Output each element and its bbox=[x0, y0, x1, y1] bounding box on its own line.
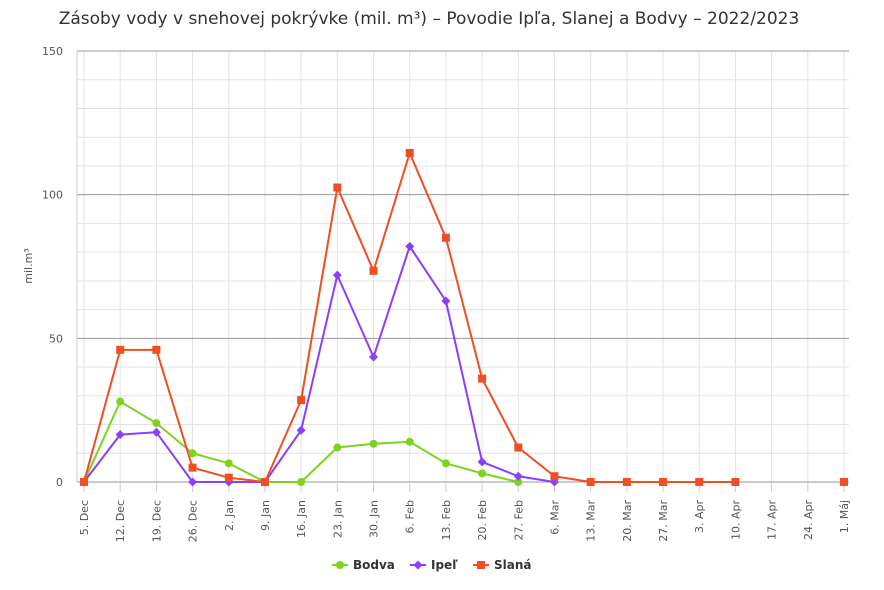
x-tick-label: 17. Apr bbox=[766, 500, 779, 540]
data-point-bodva bbox=[224, 459, 233, 468]
data-point-ipe- bbox=[369, 352, 379, 362]
x-tick-label: 12. Dec bbox=[114, 500, 127, 542]
series-line-ipe- bbox=[83, 245, 555, 483]
data-point-ipe- bbox=[477, 457, 487, 467]
data-point-bodva bbox=[514, 478, 523, 486]
data-point-slan- bbox=[188, 463, 197, 472]
data-point-slan- bbox=[622, 478, 631, 486]
data-point-slan- bbox=[224, 473, 233, 482]
y-tick-label: 0 bbox=[56, 476, 63, 489]
data-point-ipe- bbox=[405, 241, 415, 251]
legend-label-bodva: Bodva bbox=[353, 558, 395, 572]
data-point-slan- bbox=[586, 478, 595, 486]
minor-grid bbox=[77, 51, 849, 482]
data-point-slan- bbox=[659, 478, 668, 486]
x-tick-label: 16. Jan bbox=[295, 500, 308, 538]
data-point-ipe- bbox=[296, 425, 306, 435]
y-tick-label: 50 bbox=[49, 332, 63, 345]
x-tick-label: 20. Mar bbox=[621, 500, 634, 542]
data-point-ipe- bbox=[115, 430, 125, 440]
x-tick-label: 3. Apr bbox=[693, 500, 706, 533]
data-point-slan- bbox=[116, 345, 125, 354]
y-axis-label: mil.m³ bbox=[22, 248, 35, 283]
data-point-slan- bbox=[839, 478, 848, 486]
data-point-ipe- bbox=[513, 471, 523, 481]
x-tick-label: 13. Feb bbox=[440, 500, 453, 540]
data-point-slan- bbox=[405, 149, 414, 158]
data-point-bodva bbox=[441, 459, 450, 468]
data-point-ipe- bbox=[332, 270, 342, 280]
legend-item-bodva[interactable]: Bodva bbox=[332, 558, 395, 572]
x-tick-label: 6. Feb bbox=[404, 500, 417, 533]
chart-title: Zásoby vody v snehovej pokrývke (mil. m³… bbox=[59, 9, 800, 29]
x-tick-labels: 5. Dec 12. Dec 19. Dec 26. Dec 2. Jan 9. Jan 1… bbox=[78, 500, 851, 543]
x-tick-label: 19. Dec bbox=[150, 500, 163, 542]
y-tick-label: 150 bbox=[42, 45, 63, 58]
legend-label-slan-: Slaná bbox=[494, 558, 532, 572]
data-point-slan- bbox=[80, 478, 88, 486]
x-tick-label: 23. Jan bbox=[331, 500, 344, 538]
data-point-bodva bbox=[333, 443, 342, 452]
y-tick-labels: 0 50 100 150 bbox=[42, 45, 63, 489]
data-point-ipe- bbox=[188, 477, 198, 487]
legend-label-ipe-: Ipeľ bbox=[431, 558, 458, 572]
series-markers bbox=[79, 149, 848, 487]
x-tick-label: 27. Feb bbox=[512, 500, 525, 540]
legend: Bodva Ipeľ Slaná bbox=[332, 558, 532, 572]
data-point-slan- bbox=[731, 478, 740, 486]
data-point-slan- bbox=[550, 472, 559, 481]
data-point-bodva bbox=[369, 439, 378, 448]
x-tick-label: 6. Mar bbox=[548, 500, 561, 535]
data-point-slan- bbox=[333, 183, 342, 192]
legend-marker-bodva bbox=[336, 561, 344, 569]
axes bbox=[76, 51, 845, 492]
data-point-bodva bbox=[297, 478, 306, 486]
legend-item-slan-[interactable]: Slaná bbox=[473, 558, 532, 572]
data-point-slan- bbox=[297, 396, 306, 405]
y-tick-label: 100 bbox=[42, 189, 63, 202]
data-point-slan- bbox=[260, 478, 269, 486]
legend-item-ipe-[interactable]: Ipeľ bbox=[410, 558, 458, 572]
data-point-slan- bbox=[152, 345, 161, 354]
x-tick-label: 9. Jan bbox=[259, 500, 272, 531]
data-point-slan- bbox=[514, 443, 523, 452]
x-tick-label: 2. Jan bbox=[223, 500, 236, 531]
x-tick-label: 26. Dec bbox=[187, 500, 200, 542]
x-tick-label: 13. Mar bbox=[585, 500, 598, 542]
x-tick-label: 24. Apr bbox=[802, 500, 815, 540]
data-point-bodva bbox=[478, 469, 487, 478]
data-point-bodva bbox=[188, 449, 197, 458]
legend-marker-slan- bbox=[477, 561, 485, 569]
data-point-slan- bbox=[478, 374, 487, 383]
x-tick-label: 30. Jan bbox=[368, 500, 381, 538]
x-tick-label: 27. Mar bbox=[657, 500, 670, 542]
data-point-slan- bbox=[369, 266, 378, 275]
data-point-slan- bbox=[441, 233, 450, 242]
data-point-slan- bbox=[695, 478, 704, 486]
x-tick-label: 20. Feb bbox=[476, 500, 489, 540]
data-point-bodva bbox=[405, 437, 414, 446]
x-tick-label: 10. Apr bbox=[729, 500, 742, 540]
data-point-bodva bbox=[116, 397, 125, 406]
legend-marker-ipe- bbox=[413, 560, 423, 570]
data-point-bodva bbox=[152, 419, 161, 428]
data-point-ipe- bbox=[151, 427, 161, 437]
data-point-ipe- bbox=[441, 296, 451, 306]
x-tick-label: 1. Máj bbox=[838, 500, 851, 533]
x-tick-label: 5. Dec bbox=[78, 500, 91, 535]
